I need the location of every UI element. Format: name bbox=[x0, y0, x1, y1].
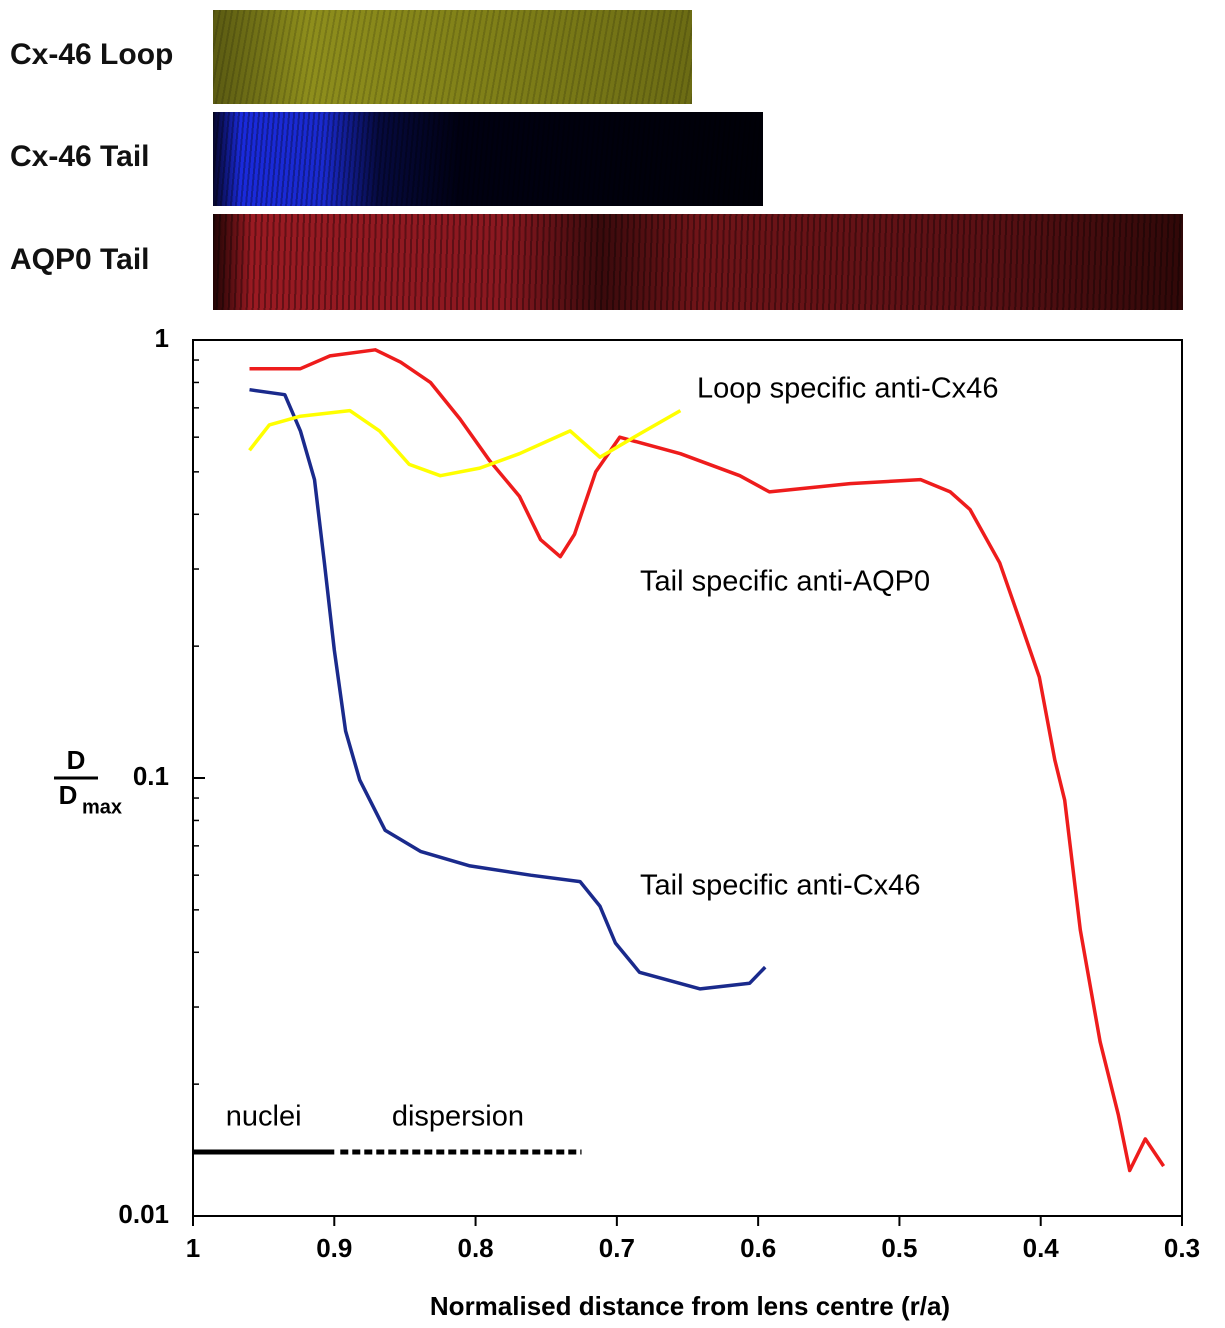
x-tick-label: 0.5 bbox=[881, 1233, 917, 1263]
x-axis-label: Normalised distance from lens centre (r/… bbox=[430, 1291, 950, 1321]
series-label: Tail specific anti-AQP0 bbox=[640, 566, 930, 598]
y-tick-label: 0.1 bbox=[133, 761, 169, 791]
range-label: nuclei bbox=[226, 1101, 302, 1133]
y-axis-label: D bbox=[67, 745, 86, 775]
panel-label: Cx-46 Loop bbox=[10, 38, 174, 71]
y-tick-label: 0.01 bbox=[118, 1199, 169, 1229]
image-strip bbox=[213, 112, 763, 206]
image-strip bbox=[213, 10, 692, 104]
x-tick-label: 0.9 bbox=[316, 1233, 352, 1263]
x-tick-label: 0.3 bbox=[1164, 1233, 1200, 1263]
x-tick-label: 0.7 bbox=[599, 1233, 635, 1263]
range-label: dispersion bbox=[392, 1101, 524, 1133]
x-tick-label: 0.8 bbox=[457, 1233, 493, 1263]
panel-label: Cx-46 Tail bbox=[10, 140, 150, 173]
series-label: Loop specific anti-Cx46 bbox=[697, 373, 998, 405]
plot-frame bbox=[192, 339, 1183, 1217]
data-line bbox=[248, 408, 682, 478]
data-line bbox=[249, 387, 767, 991]
x-tick-label: 1 bbox=[186, 1233, 200, 1263]
data-line bbox=[249, 348, 1166, 1173]
y-tick-label: 1 bbox=[155, 323, 169, 353]
y-axis-label: D bbox=[59, 780, 78, 810]
image-strip bbox=[213, 214, 1183, 310]
y-axis-label: max bbox=[82, 796, 122, 818]
panel-label: AQP0 Tail bbox=[10, 243, 150, 276]
x-tick-label: 0.6 bbox=[740, 1233, 776, 1263]
x-tick-label: 0.4 bbox=[1023, 1233, 1060, 1263]
series-label: Tail specific anti-Cx46 bbox=[640, 870, 920, 902]
